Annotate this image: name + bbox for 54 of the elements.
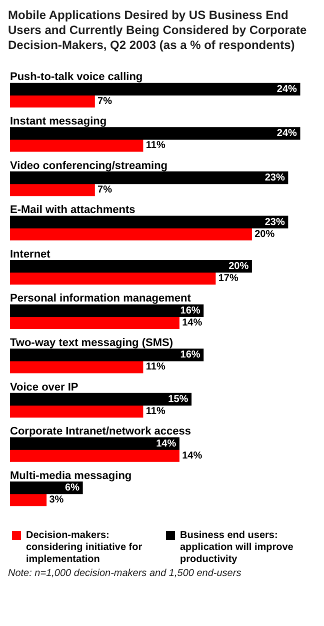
- data-label: 11%: [146, 140, 166, 152]
- bar: [10, 272, 216, 285]
- bar: [10, 316, 180, 329]
- bar: [10, 216, 288, 228]
- data-label: 16%: [180, 305, 200, 316]
- data-label: 20%: [228, 261, 249, 272]
- bar: [10, 392, 192, 406]
- data-label: 24%: [276, 84, 298, 95]
- data-label: 20%: [254, 228, 275, 240]
- y-tick-label: Corporate Intranet/network access: [10, 426, 191, 438]
- bar: [10, 404, 144, 418]
- y-tick-label: Two-way text messaging (SMS): [10, 336, 174, 349]
- data-label: 6%: [65, 482, 80, 494]
- bar: [10, 482, 83, 494]
- bar: [10, 348, 204, 362]
- y-tick-label: Personal information management: [10, 292, 192, 305]
- y-tick-label: Push-to-talk voice calling: [10, 71, 143, 84]
- bar: [10, 304, 204, 317]
- bar: [10, 260, 252, 273]
- bar: [10, 82, 300, 96]
- data-label: 15%: [168, 394, 188, 405]
- y-tick-label: Voice over IP: [10, 381, 78, 394]
- data-label: 23%: [264, 172, 285, 184]
- data-label: 14%: [182, 317, 202, 328]
- bar: [10, 449, 180, 462]
- chart-title: Mobile Applications Desired by US Business End Users and Currently Being Considered by Corporate Decision-Makers, Q2 2003 (as a % of respondents): [8, 8, 308, 53]
- bar: [10, 94, 95, 108]
- data-label: 3%: [49, 494, 64, 506]
- bar: [10, 171, 288, 184]
- bar: [10, 127, 300, 140]
- y-tick-label: Internet: [10, 248, 51, 260]
- data-label: 11%: [146, 406, 166, 417]
- data-label: 23%: [264, 216, 285, 228]
- y-tick-label: Instant messaging: [10, 115, 107, 128]
- bar: [10, 437, 180, 450]
- y-tick-label: Multi-media messaging: [10, 470, 132, 482]
- bar: [10, 183, 95, 196]
- bar: [10, 228, 252, 240]
- data-label: 14%: [182, 450, 202, 462]
- y-tick-label: E-Mail with attachments: [10, 204, 136, 216]
- data-label: 16%: [180, 350, 200, 361]
- legend-label: Decision-makers: considering initiative for implementation: [26, 530, 142, 565]
- data-label: 14%: [156, 438, 176, 450]
- data-label: 7%: [98, 96, 112, 107]
- text: Note: n=1,000 decision-makers and 1,500 end-users: [8, 568, 242, 579]
- data-label: 24%: [276, 128, 298, 140]
- bar: [10, 494, 47, 506]
- y-tick-label: Video conferencing/streaming: [10, 160, 168, 172]
- legend-label: Business end users: application will improve productivity: [180, 530, 294, 565]
- data-label: 7%: [98, 184, 112, 196]
- data-label: 17%: [218, 273, 238, 284]
- bar: [10, 139, 144, 152]
- bar: [10, 360, 144, 374]
- data-label: 11%: [146, 362, 166, 373]
